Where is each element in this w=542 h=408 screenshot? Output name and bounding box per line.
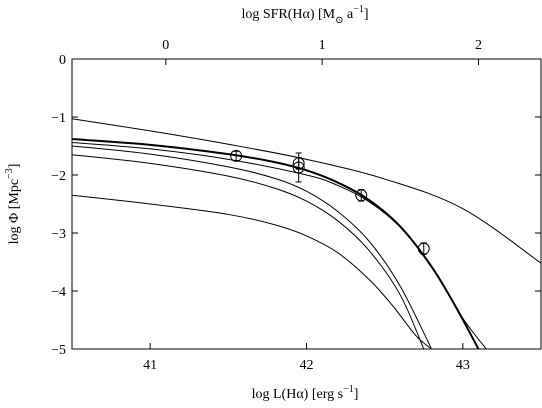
- model-line: [72, 138, 480, 349]
- x2-axis-ticks: 0 1 2: [162, 38, 482, 65]
- x-axis-ticks: 41 42 43: [143, 343, 470, 373]
- data-point: [355, 189, 368, 202]
- point-marker: [417, 242, 430, 255]
- point-marker: [355, 189, 368, 202]
- y-tick-label: −1: [51, 111, 66, 126]
- y-tick-label: −4: [51, 285, 66, 300]
- point-marker: [230, 149, 243, 162]
- model-line: [72, 118, 541, 264]
- x-tick-label: 42: [300, 358, 314, 373]
- x2-axis-title: log SFR(Hα) [M⊙ a−1]: [241, 4, 368, 26]
- y-tick-label: 0: [59, 53, 66, 68]
- plot-frame: [71, 58, 542, 350]
- model-line: [72, 142, 487, 349]
- model-line: [72, 194, 432, 349]
- x-tick-label: 43: [456, 358, 470, 373]
- y-axis-title: log Φ [Mpc−3]: [4, 164, 22, 245]
- y-tick-label: −5: [51, 343, 66, 358]
- y-tick-label: −3: [51, 227, 66, 242]
- y-axis-ticks: 0 −1 −2 −3 −4 −5: [51, 53, 541, 358]
- x-tick-label: 41: [143, 358, 157, 373]
- data-point: [292, 152, 305, 183]
- x2-tick-label: 2: [475, 38, 482, 53]
- x2-tick-label: 0: [162, 38, 169, 53]
- model-lines: [72, 118, 541, 349]
- y-tick-label: −2: [51, 169, 66, 184]
- point-marker: [292, 161, 305, 174]
- data-points: [230, 149, 430, 255]
- model-line: [72, 145, 433, 349]
- x2-tick-label: 1: [319, 38, 326, 53]
- x-axis-title: log L(Hα) [erg s−1]: [252, 384, 359, 402]
- data-point: [417, 242, 430, 255]
- model-line: [72, 154, 425, 349]
- data-point: [230, 149, 243, 162]
